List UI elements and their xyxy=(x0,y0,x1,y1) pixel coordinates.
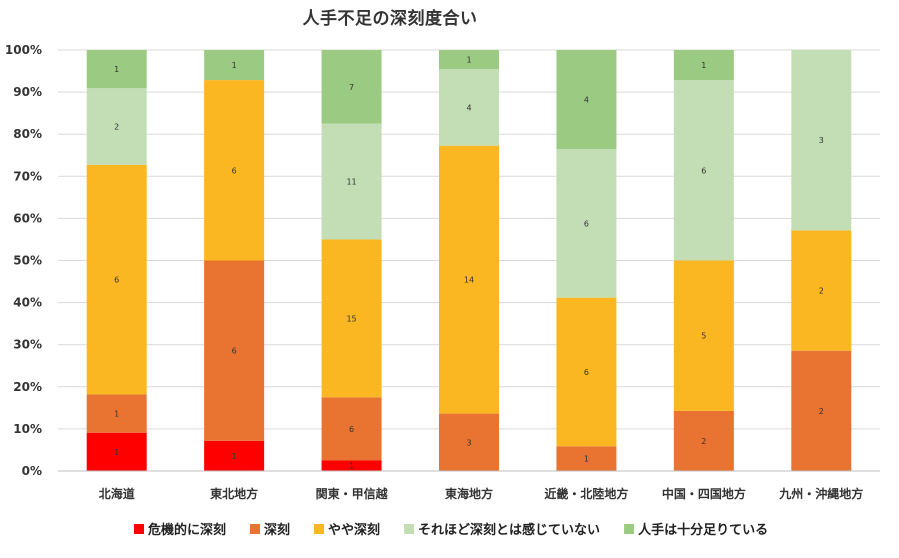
data-label: 11 xyxy=(346,178,356,187)
x-tick-label: 中国・四国地方 xyxy=(662,486,746,501)
data-label: 1 xyxy=(349,462,354,471)
bar-segment xyxy=(439,69,499,146)
data-label: 6 xyxy=(584,219,589,228)
bar-segment xyxy=(86,432,147,471)
data-label: 4 xyxy=(466,103,471,112)
data-label: 14 xyxy=(464,276,474,285)
bar-segment xyxy=(321,460,382,471)
y-tick-label: 40% xyxy=(13,296,42,310)
bar-segment xyxy=(86,50,147,89)
legend-swatch xyxy=(250,524,261,534)
bar-segment xyxy=(204,260,265,441)
data-label: 1 xyxy=(466,56,471,65)
y-tick-label: 50% xyxy=(13,254,42,268)
bar-segment xyxy=(321,123,382,240)
x-tick-label: 関東・甲信越 xyxy=(316,486,389,501)
bar-segment xyxy=(673,50,734,81)
chart-title: 人手不足の深刻度合い xyxy=(302,9,478,29)
data-label: 6 xyxy=(584,368,589,377)
bar-segment xyxy=(556,446,617,471)
bar-segment xyxy=(321,239,382,398)
data-label: 4 xyxy=(584,96,589,105)
bar-segment xyxy=(321,50,382,124)
bar-segment xyxy=(791,350,852,471)
bar-segment xyxy=(204,50,265,81)
data-label: 6 xyxy=(349,425,354,434)
bar-segment xyxy=(439,50,499,70)
legend-swatch xyxy=(404,524,415,534)
data-label: 2 xyxy=(114,123,119,132)
data-label: 6 xyxy=(232,166,237,175)
x-tick-label: 近畿・北陸地方 xyxy=(544,486,628,501)
data-label: 6 xyxy=(701,166,706,175)
bar-segment xyxy=(86,88,147,165)
data-label: 2 xyxy=(701,437,706,446)
y-tick-label: 100% xyxy=(5,43,42,57)
legend-label: やや深刻 xyxy=(328,522,380,538)
bar-segment xyxy=(673,80,734,261)
legend-label: それほど深刻とは感じていない xyxy=(418,522,600,538)
bar-segment xyxy=(791,230,852,351)
data-label: 3 xyxy=(819,136,824,145)
data-label: 1 xyxy=(114,65,119,74)
bar-segment xyxy=(439,413,499,471)
x-tick-label: 九州・沖縄地方 xyxy=(778,486,863,501)
data-label: 2 xyxy=(819,407,824,416)
bar-segment xyxy=(439,145,499,414)
data-label: 1 xyxy=(701,61,706,70)
bar-segment xyxy=(556,297,617,447)
bar-segment xyxy=(86,164,147,395)
legend-label: 深刻 xyxy=(264,522,290,538)
bar-segment xyxy=(791,50,852,231)
legend-label: 人手は十分足りている xyxy=(638,522,768,538)
legend-swatch xyxy=(624,524,635,534)
bar-segment xyxy=(86,394,147,433)
x-tick-label: 東海地方 xyxy=(445,486,493,501)
data-label: 15 xyxy=(346,314,356,323)
data-label: 6 xyxy=(114,276,119,285)
bar-segment xyxy=(321,397,382,461)
legend-label: 危機的に深刻 xyxy=(148,522,226,538)
bar-segment xyxy=(673,260,734,411)
y-tick-label: 90% xyxy=(13,85,42,99)
data-label: 5 xyxy=(701,332,706,341)
bar-segment xyxy=(673,410,734,471)
y-tick-label: 10% xyxy=(13,422,42,436)
x-tick-label: 東北地方 xyxy=(210,486,258,501)
data-label: 7 xyxy=(349,83,354,92)
bar-segment xyxy=(204,80,265,261)
data-label: 1 xyxy=(114,448,119,457)
bar-segment xyxy=(556,149,617,298)
legend-swatch xyxy=(314,524,325,534)
bar-segment xyxy=(204,440,265,471)
y-tick-label: 80% xyxy=(13,127,42,141)
y-tick-label: 60% xyxy=(13,211,42,225)
data-label: 1 xyxy=(114,410,119,419)
y-tick-label: 20% xyxy=(13,380,42,394)
y-tick-label: 30% xyxy=(13,338,42,352)
data-label: 3 xyxy=(466,438,471,447)
bar-segment xyxy=(556,50,617,150)
data-label: 6 xyxy=(232,347,237,356)
x-tick-label: 北海道 xyxy=(99,486,135,501)
data-label: 1 xyxy=(232,452,237,461)
y-tick-label: 70% xyxy=(13,169,42,183)
data-label: 2 xyxy=(819,287,824,296)
y-tick-label: 0% xyxy=(22,464,42,478)
legend-swatch xyxy=(134,524,144,534)
data-label: 1 xyxy=(232,61,237,70)
data-label: 1 xyxy=(584,455,589,464)
